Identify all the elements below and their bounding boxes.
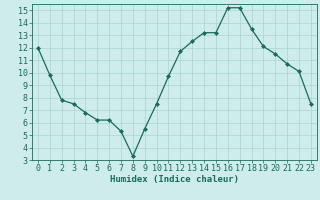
X-axis label: Humidex (Indice chaleur): Humidex (Indice chaleur): [110, 175, 239, 184]
